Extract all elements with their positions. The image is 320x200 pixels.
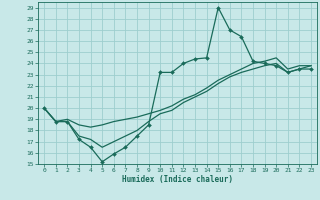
- X-axis label: Humidex (Indice chaleur): Humidex (Indice chaleur): [122, 175, 233, 184]
